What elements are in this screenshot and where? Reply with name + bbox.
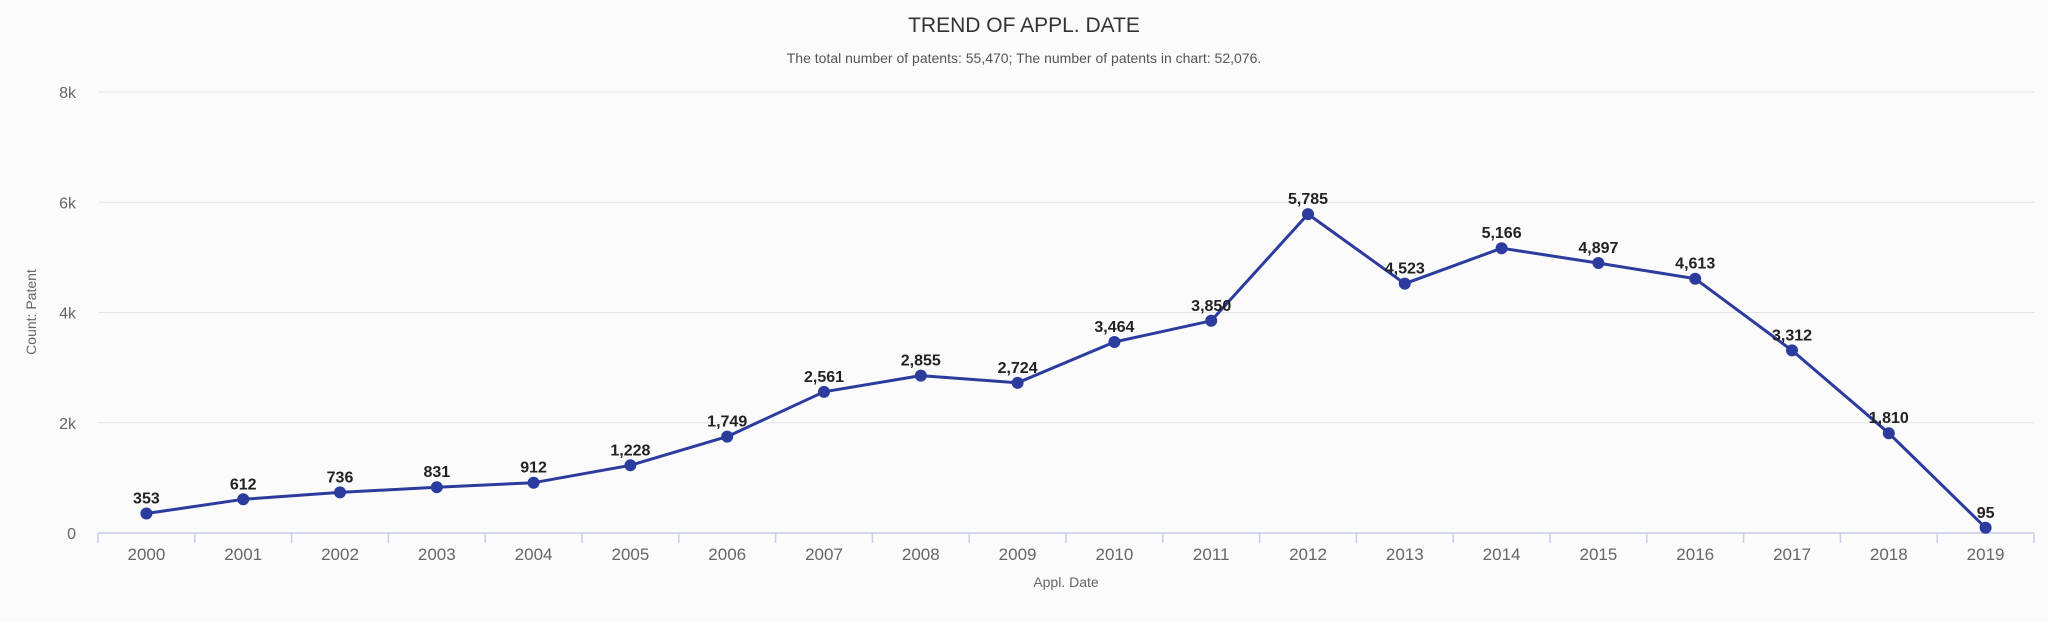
data-point[interactable] (1398, 277, 1411, 290)
data-label: 5,785 (1288, 191, 1328, 208)
data-label: 1,810 (1869, 410, 1909, 427)
data-point[interactable] (818, 385, 830, 398)
data-point[interactable] (1108, 336, 1121, 349)
data-label: 4,523 (1385, 261, 1425, 278)
data-point[interactable] (1882, 427, 1895, 440)
x-tick-label: 2000 (127, 545, 165, 564)
chart-subtitle: The total number of patents: 55,470; The… (787, 50, 1262, 66)
data-label: 1,228 (610, 442, 650, 459)
y-axis-ticks: 0 2k 4k 6k 8k (59, 85, 77, 543)
data-label: 4,613 (1675, 256, 1715, 273)
x-tick-label: 2009 (999, 545, 1037, 564)
x-tick-label: 2003 (418, 545, 456, 564)
x-tick-label: 2016 (1676, 545, 1714, 564)
series-line (146, 212, 1987, 529)
data-point[interactable] (1689, 272, 1702, 285)
x-tick-label: 2006 (708, 545, 746, 564)
series-line-layer (146, 212, 1987, 529)
data-point[interactable] (1302, 208, 1314, 221)
data-label: 4,897 (1578, 240, 1618, 257)
data-label: 1,749 (707, 414, 747, 431)
x-tick-label: 2010 (1095, 545, 1133, 564)
data-label: 612 (230, 476, 257, 493)
x-tick-label: 2002 (321, 545, 359, 564)
chart-title: TREND OF APPL. DATE (908, 14, 1140, 37)
x-tick-label: 2012 (1289, 545, 1327, 564)
data-point[interactable] (721, 430, 734, 443)
x-tick-label: 2011 (1193, 545, 1230, 564)
data-label: 2,855 (901, 353, 941, 370)
data-point[interactable] (1205, 314, 1218, 327)
data-point[interactable] (1786, 344, 1798, 357)
data-point[interactable] (140, 507, 153, 520)
data-labels: 353 612 736 831 912 1,228 1,749 2,561 2,855 2,724… (133, 191, 1995, 522)
x-tick-label: 2018 (1870, 545, 1908, 564)
data-point[interactable] (624, 459, 637, 472)
y-tick-label: 6k (59, 195, 77, 212)
x-tick-label: 2005 (611, 545, 649, 564)
data-label: 95 (1977, 505, 1995, 522)
data-point[interactable] (334, 486, 346, 499)
data-label: 5,166 (1482, 225, 1522, 242)
data-point[interactable] (914, 369, 927, 382)
data-label: 736 (327, 469, 354, 486)
data-label: 831 (423, 464, 450, 481)
data-point[interactable] (1979, 521, 1992, 534)
y-tick-label: 8k (59, 85, 77, 102)
y-tick-label: 0 (67, 526, 76, 543)
data-label: 3,312 (1772, 327, 1812, 344)
x-axis (97, 532, 2035, 543)
x-tick-label: 2015 (1579, 545, 1617, 564)
data-points (140, 208, 1992, 534)
data-point[interactable] (430, 481, 443, 494)
y-axis-label: Count: Patent (23, 269, 39, 355)
x-axis-label: Appl. Date (1033, 574, 1099, 590)
x-axis-ticks: 2000 2001 2002 2003 2004 2005 2006 2007 2008 2009… (127, 545, 2004, 564)
data-label: 912 (520, 460, 547, 477)
data-label: 3,850 (1191, 298, 1231, 315)
y-tick-label: 2k (59, 416, 77, 433)
data-point[interactable] (1011, 376, 1024, 389)
data-label: 2,724 (998, 360, 1038, 377)
data-point[interactable] (527, 476, 540, 489)
x-tick-label: 2017 (1773, 545, 1811, 564)
data-label: 353 (133, 491, 160, 508)
x-tick-label: 2013 (1386, 545, 1424, 564)
data-point[interactable] (1592, 257, 1605, 270)
x-tick-label: 2004 (515, 545, 553, 564)
data-point[interactable] (1495, 242, 1508, 255)
x-tick-label: 2007 (805, 545, 843, 564)
data-point[interactable] (237, 493, 250, 506)
x-tick-label: 2001 (224, 545, 262, 564)
data-label: 2,561 (804, 369, 844, 386)
x-tick-label: 2008 (902, 545, 940, 564)
x-tick-label: 2014 (1483, 545, 1521, 564)
x-tick-label: 2019 (1967, 545, 2005, 564)
data-label: 3,464 (1094, 319, 1134, 336)
y-tick-label: 4k (59, 306, 77, 323)
gridlines (98, 91, 2034, 424)
